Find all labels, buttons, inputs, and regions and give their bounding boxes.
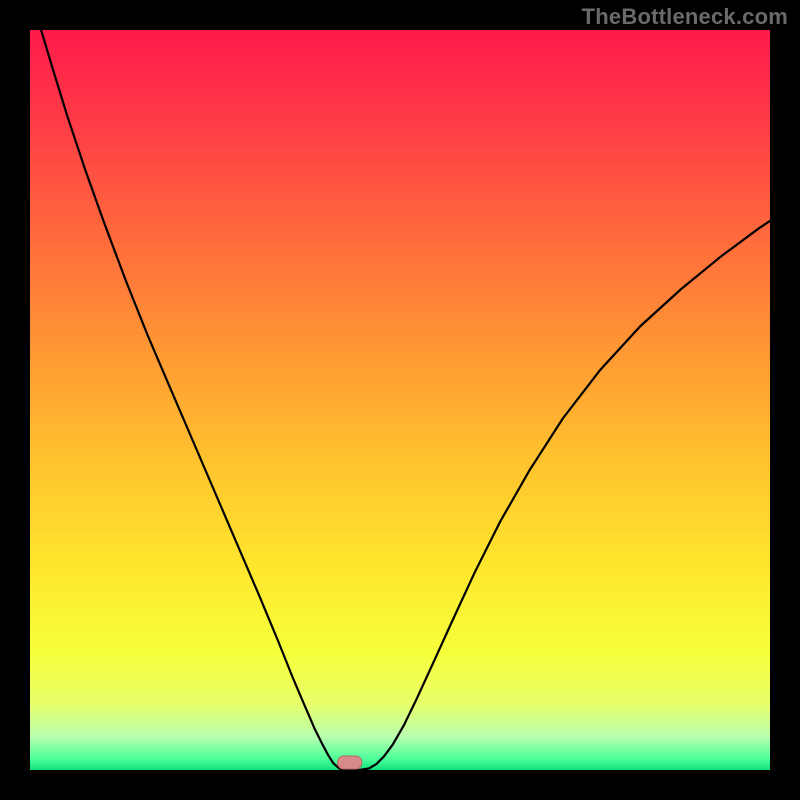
chart-frame: TheBottleneck.com [0,0,800,800]
minimum-marker [338,756,362,769]
plot-background [30,30,770,770]
chart-svg [0,0,800,800]
watermark-text: TheBottleneck.com [582,4,788,30]
